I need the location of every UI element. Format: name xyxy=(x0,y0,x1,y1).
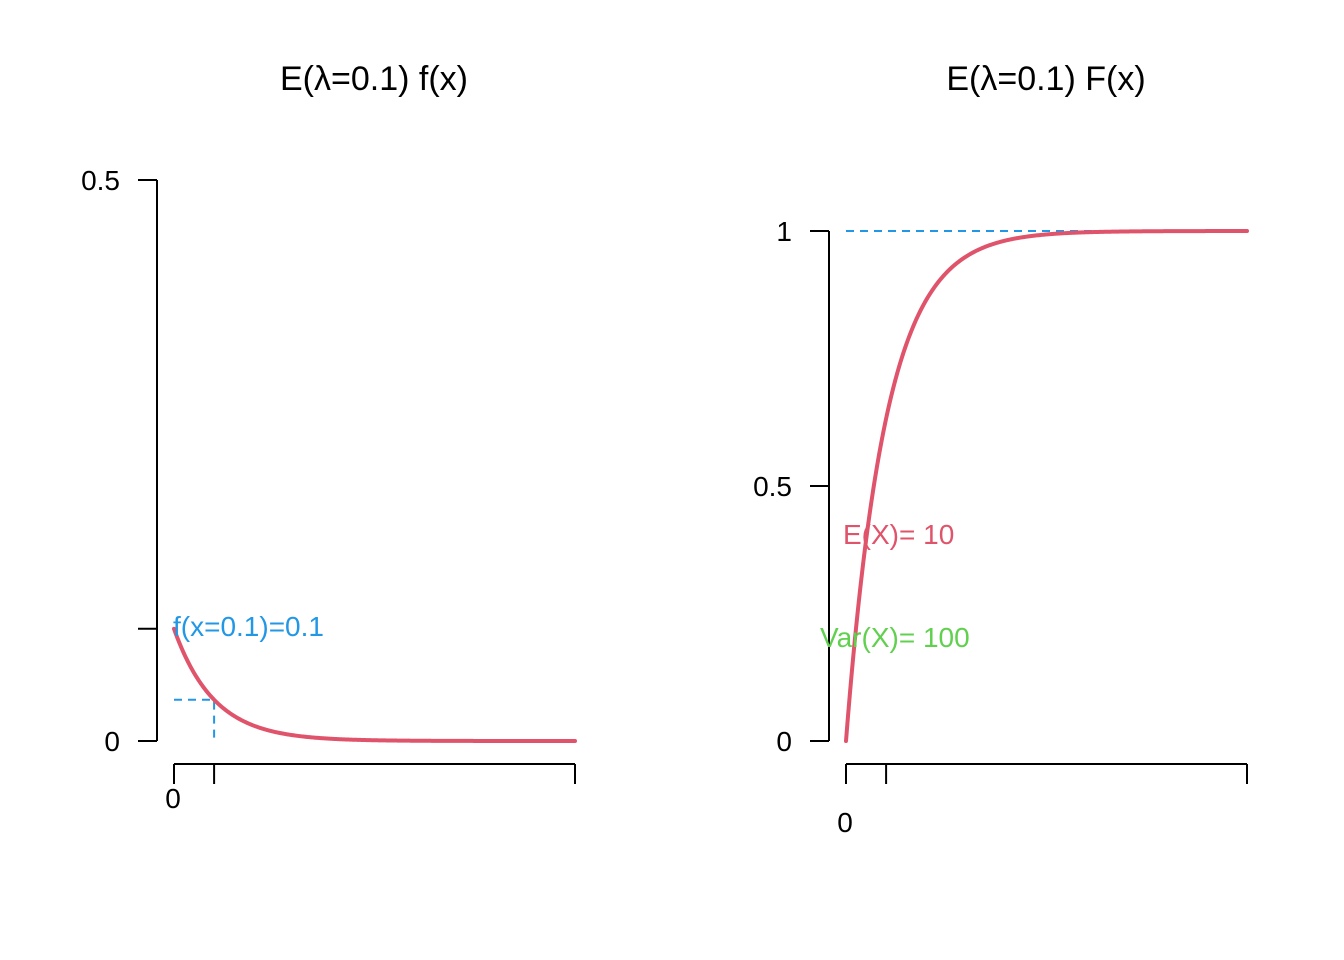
cdf-chart-title: E(λ=0.1) F(x) xyxy=(946,60,1145,98)
cdf-curve xyxy=(844,229,1249,743)
x-tick-label: 0 xyxy=(837,807,853,838)
cdf-y-ticks: 00.51 xyxy=(753,216,829,757)
y-tick-label: 0 xyxy=(104,726,120,757)
cdf-panel: E(λ=0.1) F(x) 00.51 0 E(X)= 10 Var(X)= 1… xyxy=(753,60,1249,838)
density-panel: E(λ=0.1) f(x) 00.5 0 f(x=0.1)=0.1 xyxy=(81,60,577,814)
density-x-ticks: 0 xyxy=(165,764,576,814)
variance-annotation: Var(X)= 100 xyxy=(820,622,970,653)
density-chart-title: E(λ=0.1) f(x) xyxy=(280,60,468,98)
y-tick-label: 0.5 xyxy=(81,165,120,196)
x-tick-label: 0 xyxy=(165,783,181,814)
y-tick-label: 0 xyxy=(776,726,792,757)
density-curve xyxy=(172,626,577,743)
mean-annotation: E(X)= 10 xyxy=(843,519,954,550)
density-annotation: f(x=0.1)=0.1 xyxy=(173,611,324,642)
y-tick-label: 0.5 xyxy=(753,471,792,502)
cdf-x-ticks: 0 xyxy=(837,764,1248,838)
y-tick-label: 1 xyxy=(776,216,792,247)
density-y-ticks: 00.5 xyxy=(81,165,157,757)
density-guide-lines xyxy=(174,698,216,741)
